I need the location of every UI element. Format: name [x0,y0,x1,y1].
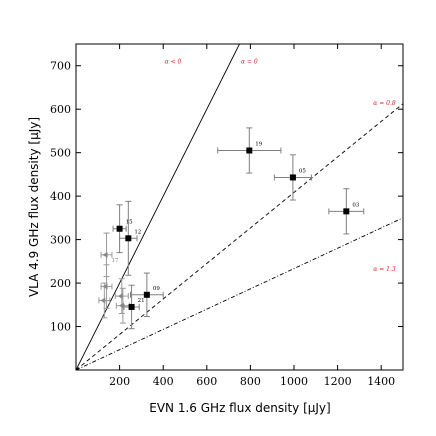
x-tick-label-6: 1400 [367,375,395,388]
x-tick-label-0: 200 [109,375,130,388]
detection-marker-5 [289,174,296,181]
y-tick-label-3: 400 [50,190,71,203]
detection-label-2: 21 [138,298,145,304]
y-tick-label-4: 500 [50,147,71,160]
y-axis-ticks: 100 200 300 400 500 600 700 [50,60,403,334]
reference-line-0 [76,44,241,370]
reference-line-2 [76,217,403,370]
y-tick-label-2: 300 [50,234,71,247]
detection-label-4: 19 [255,141,262,147]
detection-marker-6 [343,208,350,215]
detection-marker-2 [128,303,135,310]
y-tick-label-5: 600 [50,103,71,116]
detection-label-3: 09 [153,286,160,292]
x-axis-title: EVN 1.6 GHz flux density [μJy] [149,401,330,415]
detection-label-5: 05 [299,168,306,174]
y-axis-title: VLA 4.9 GHz flux density [μJy] [27,117,41,297]
y-tick-label-0: 100 [50,321,71,334]
x-tick-label-2: 600 [196,375,217,388]
x-tick-label-3: 800 [240,375,261,388]
x-tick-label-5: 1200 [324,375,352,388]
reference-line-label-2: α = 1.3 [373,266,396,273]
detection-label-1: 12 [134,229,141,235]
detection-marker-4 [246,147,253,154]
detection-marker-3 [143,291,150,298]
reference-line-label-1: α = 0.8 [373,100,396,107]
limit-label-0: 17 [112,258,119,264]
limit-marker-4 [118,302,124,309]
y-tick-label-1: 200 [50,277,71,290]
limit-marker-0 [102,251,108,258]
limit-marker-3 [117,293,123,300]
reference-lines [76,44,403,370]
reference-line-label-0: α = 0 [241,59,258,66]
y-tick-label-6: 700 [50,60,71,73]
x-axis-ticks: 200 400 600 800 1000 1200 1400 [109,44,395,388]
detection-marker-1 [125,235,132,242]
x-tick-label-1: 400 [153,375,174,388]
detection-label-6: 03 [352,202,359,208]
region-label-0: α < 0 [165,59,182,66]
x-tick-label-4: 1000 [280,375,308,388]
limit-marker-2 [100,297,106,304]
detection-label-0: 15 [126,220,133,226]
detection-marker-0 [116,225,123,232]
limit-marker-1 [102,283,108,290]
reference-line-1 [76,103,403,370]
